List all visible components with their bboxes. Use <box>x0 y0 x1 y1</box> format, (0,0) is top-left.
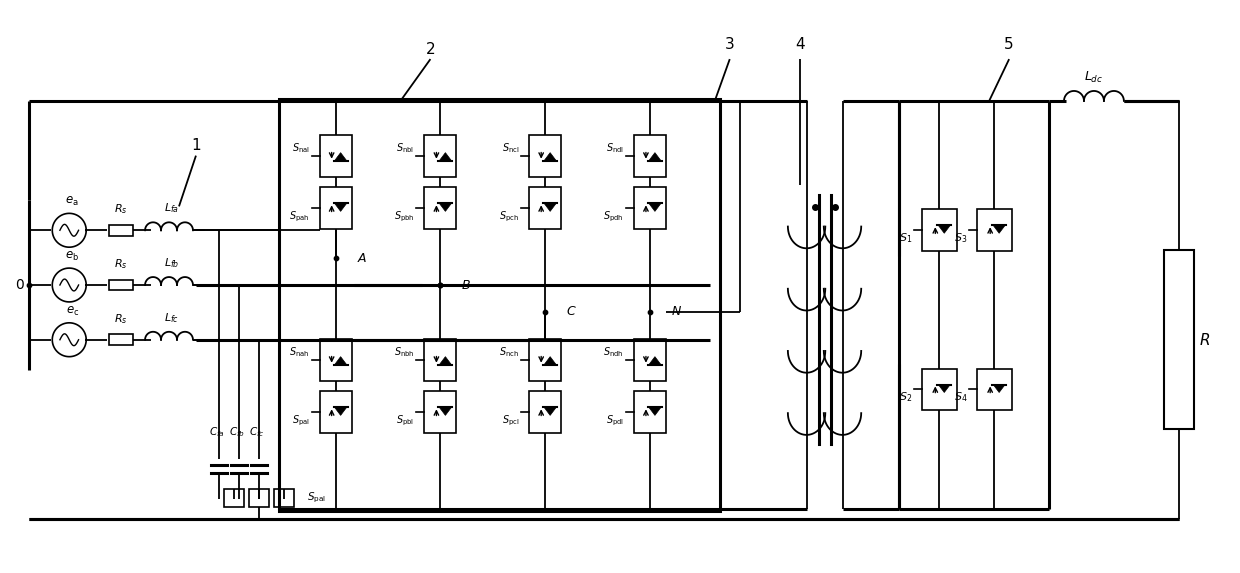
Text: $S_1$: $S_1$ <box>899 231 913 245</box>
Polygon shape <box>335 152 347 160</box>
Polygon shape <box>649 152 661 160</box>
Text: 3: 3 <box>725 37 734 52</box>
Bar <box>634 391 666 433</box>
Bar <box>109 334 133 345</box>
Bar <box>320 339 352 380</box>
Polygon shape <box>439 152 451 160</box>
Polygon shape <box>335 356 347 364</box>
Text: $L_{fc}$: $L_{fc}$ <box>164 311 179 325</box>
Bar <box>529 187 562 229</box>
Text: $C_{fc}$: $C_{fc}$ <box>249 426 264 439</box>
Bar <box>977 209 1012 251</box>
Text: $S_{\mathrm{nbh}}$: $S_{\mathrm{nbh}}$ <box>394 345 414 359</box>
Bar <box>921 368 957 410</box>
Text: $S_4$: $S_4$ <box>954 391 967 405</box>
Text: 0: 0 <box>16 278 25 292</box>
Bar <box>529 391 562 433</box>
Text: $S_{\mathrm{nah}}$: $S_{\mathrm{nah}}$ <box>289 345 310 359</box>
Bar <box>529 339 562 380</box>
Polygon shape <box>544 407 557 415</box>
Polygon shape <box>993 225 1006 233</box>
Text: $S_{\mathrm{pdh}}$: $S_{\mathrm{pdh}}$ <box>604 209 624 223</box>
Polygon shape <box>649 203 661 211</box>
Polygon shape <box>439 356 451 364</box>
Text: $S_{\mathrm{pal}}$: $S_{\mathrm{pal}}$ <box>291 413 310 427</box>
Text: $S_3$: $S_3$ <box>954 231 967 245</box>
Bar <box>634 187 666 229</box>
Bar <box>529 135 562 176</box>
Text: $R$: $R$ <box>1199 332 1210 348</box>
Bar <box>274 489 294 507</box>
Text: $L_{dc}$: $L_{dc}$ <box>1084 70 1104 85</box>
Text: $L_{fb}$: $L_{fb}$ <box>164 256 180 270</box>
Polygon shape <box>335 407 347 415</box>
Polygon shape <box>993 384 1006 393</box>
Polygon shape <box>939 384 950 393</box>
Text: $C$: $C$ <box>567 305 577 319</box>
Text: $S_{\mathrm{nal}}$: $S_{\mathrm{nal}}$ <box>291 141 310 155</box>
Text: $S_{\mathrm{ndh}}$: $S_{\mathrm{ndh}}$ <box>604 345 624 359</box>
Bar <box>424 187 456 229</box>
Bar <box>109 280 133 291</box>
Text: $B$: $B$ <box>461 278 471 292</box>
Text: 1: 1 <box>191 138 201 153</box>
Text: 2: 2 <box>425 42 435 57</box>
Text: $S_{\mathrm{nch}}$: $S_{\mathrm{nch}}$ <box>500 345 520 359</box>
Bar <box>320 135 352 176</box>
Text: $e_{\mathrm{a}}$: $e_{\mathrm{a}}$ <box>66 195 79 209</box>
Bar <box>249 489 269 507</box>
Text: $S_{\mathrm{pch}}$: $S_{\mathrm{pch}}$ <box>500 209 520 223</box>
Text: $S_{\mathrm{pcl}}$: $S_{\mathrm{pcl}}$ <box>502 413 520 427</box>
Text: 5: 5 <box>1004 37 1014 52</box>
Text: $S_{\mathrm{pdl}}$: $S_{\mathrm{pdl}}$ <box>606 413 624 427</box>
Bar <box>320 187 352 229</box>
Polygon shape <box>649 407 661 415</box>
Polygon shape <box>939 225 950 233</box>
Bar <box>424 339 456 380</box>
Bar <box>921 209 957 251</box>
Text: $R_s$: $R_s$ <box>114 312 128 326</box>
Text: $A$: $A$ <box>357 252 367 265</box>
Text: $S_{\mathrm{pah}}$: $S_{\mathrm{pah}}$ <box>289 209 310 223</box>
Text: $e_{\mathrm{b}}$: $e_{\mathrm{b}}$ <box>66 250 79 263</box>
Text: $N$: $N$ <box>671 305 682 319</box>
Text: $S_{\mathrm{ncl}}$: $S_{\mathrm{ncl}}$ <box>502 141 520 155</box>
Text: $L_{fa}$: $L_{fa}$ <box>164 202 180 215</box>
Text: $R_s$: $R_s$ <box>114 257 128 271</box>
Bar <box>424 391 456 433</box>
Polygon shape <box>439 407 451 415</box>
Text: $S_{\mathrm{ndl}}$: $S_{\mathrm{ndl}}$ <box>606 141 624 155</box>
Polygon shape <box>544 203 557 211</box>
Bar <box>279 99 719 511</box>
Text: 4: 4 <box>795 37 805 52</box>
Bar <box>634 135 666 176</box>
Text: $R_s$: $R_s$ <box>114 202 128 217</box>
Text: $S_{\mathrm{pbh}}$: $S_{\mathrm{pbh}}$ <box>394 209 414 223</box>
Polygon shape <box>335 203 347 211</box>
Text: $S_{\mathrm{pbl}}$: $S_{\mathrm{pbl}}$ <box>397 413 414 427</box>
Bar <box>224 489 244 507</box>
Polygon shape <box>544 356 557 364</box>
Bar <box>1164 250 1194 429</box>
Polygon shape <box>544 152 557 160</box>
Bar <box>109 225 133 236</box>
Text: $e_{\mathrm{c}}$: $e_{\mathrm{c}}$ <box>66 305 79 318</box>
Polygon shape <box>439 203 451 211</box>
Text: $S_{\mathrm{nbl}}$: $S_{\mathrm{nbl}}$ <box>397 141 414 155</box>
Text: $S_{\mathrm{pal}}$: $S_{\mathrm{pal}}$ <box>306 490 326 505</box>
Bar <box>977 368 1012 410</box>
Bar <box>424 135 456 176</box>
Polygon shape <box>649 356 661 364</box>
Text: $C_{fa}$: $C_{fa}$ <box>210 426 224 439</box>
Bar <box>634 339 666 380</box>
Text: $C_{fb}$: $C_{fb}$ <box>229 426 244 439</box>
Text: $S_2$: $S_2$ <box>899 391 913 405</box>
Bar <box>320 391 352 433</box>
